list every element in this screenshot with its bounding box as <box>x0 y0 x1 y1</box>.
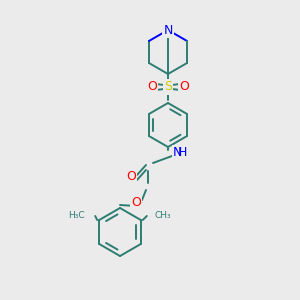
Text: N: N <box>163 23 173 37</box>
Text: O: O <box>179 80 189 94</box>
Text: N: N <box>173 146 182 160</box>
Text: CH₃: CH₃ <box>155 212 171 220</box>
Text: H₃C: H₃C <box>69 212 85 220</box>
Text: H: H <box>177 146 187 160</box>
Text: O: O <box>147 80 157 94</box>
Text: S: S <box>164 80 172 94</box>
Text: O: O <box>131 196 141 209</box>
Text: O: O <box>126 170 136 184</box>
